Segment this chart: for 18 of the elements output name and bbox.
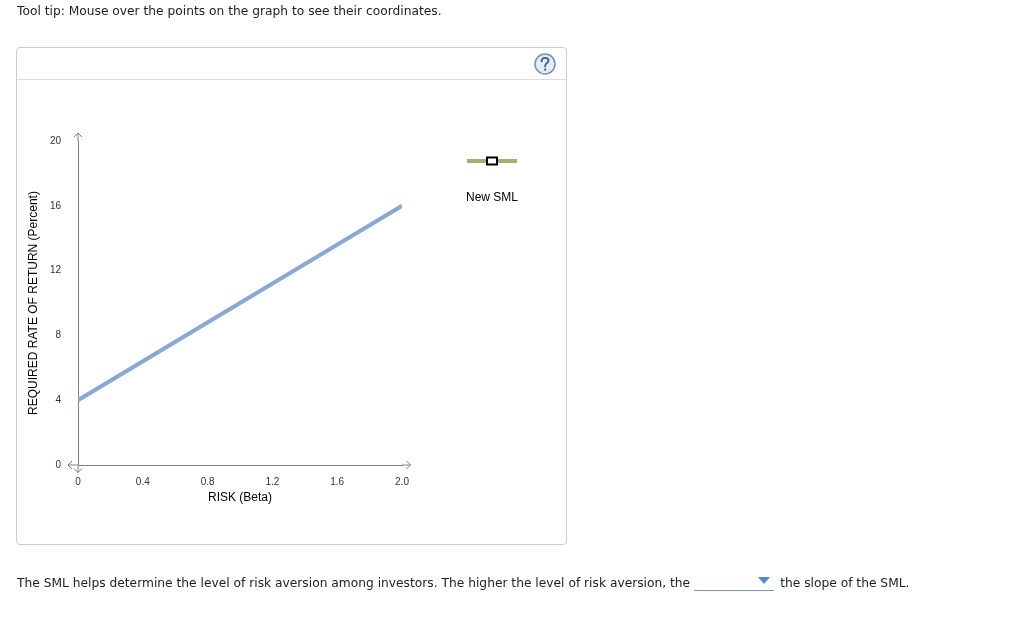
x-tick-label: 0.8: [200, 475, 215, 487]
text: New SML: [465, 190, 519, 204]
y-tick-label: 12: [49, 264, 62, 276]
y-tick-label: 16: [49, 199, 62, 211]
x-tick-label: 1.2: [265, 475, 280, 487]
y-tick-label: 4: [55, 393, 62, 405]
text: Tool tip: Mouse over the points on the graph to see their coordinates.: [17, 3, 442, 18]
x-tick-label: 0.4: [135, 475, 151, 487]
y-axis-title: REQUIRED RATE OF RETURN (Percent): [25, 191, 40, 415]
x-axis-title: RISK (Beta): [207, 490, 273, 505]
text: The SML helps determine the level of risk aversion among investors. The higher the level of risk aversion, the: [17, 575, 691, 590]
text: the slope of the SML.: [780, 575, 910, 590]
x-tick-label: 0: [75, 475, 82, 487]
y-tick-label: 0: [55, 458, 62, 470]
y-tick-label: 20: [49, 134, 62, 146]
x-tick-label: 2.0: [395, 475, 410, 487]
y-tick-label: 8: [55, 329, 62, 341]
x-tick-label: 1.6: [330, 475, 345, 487]
